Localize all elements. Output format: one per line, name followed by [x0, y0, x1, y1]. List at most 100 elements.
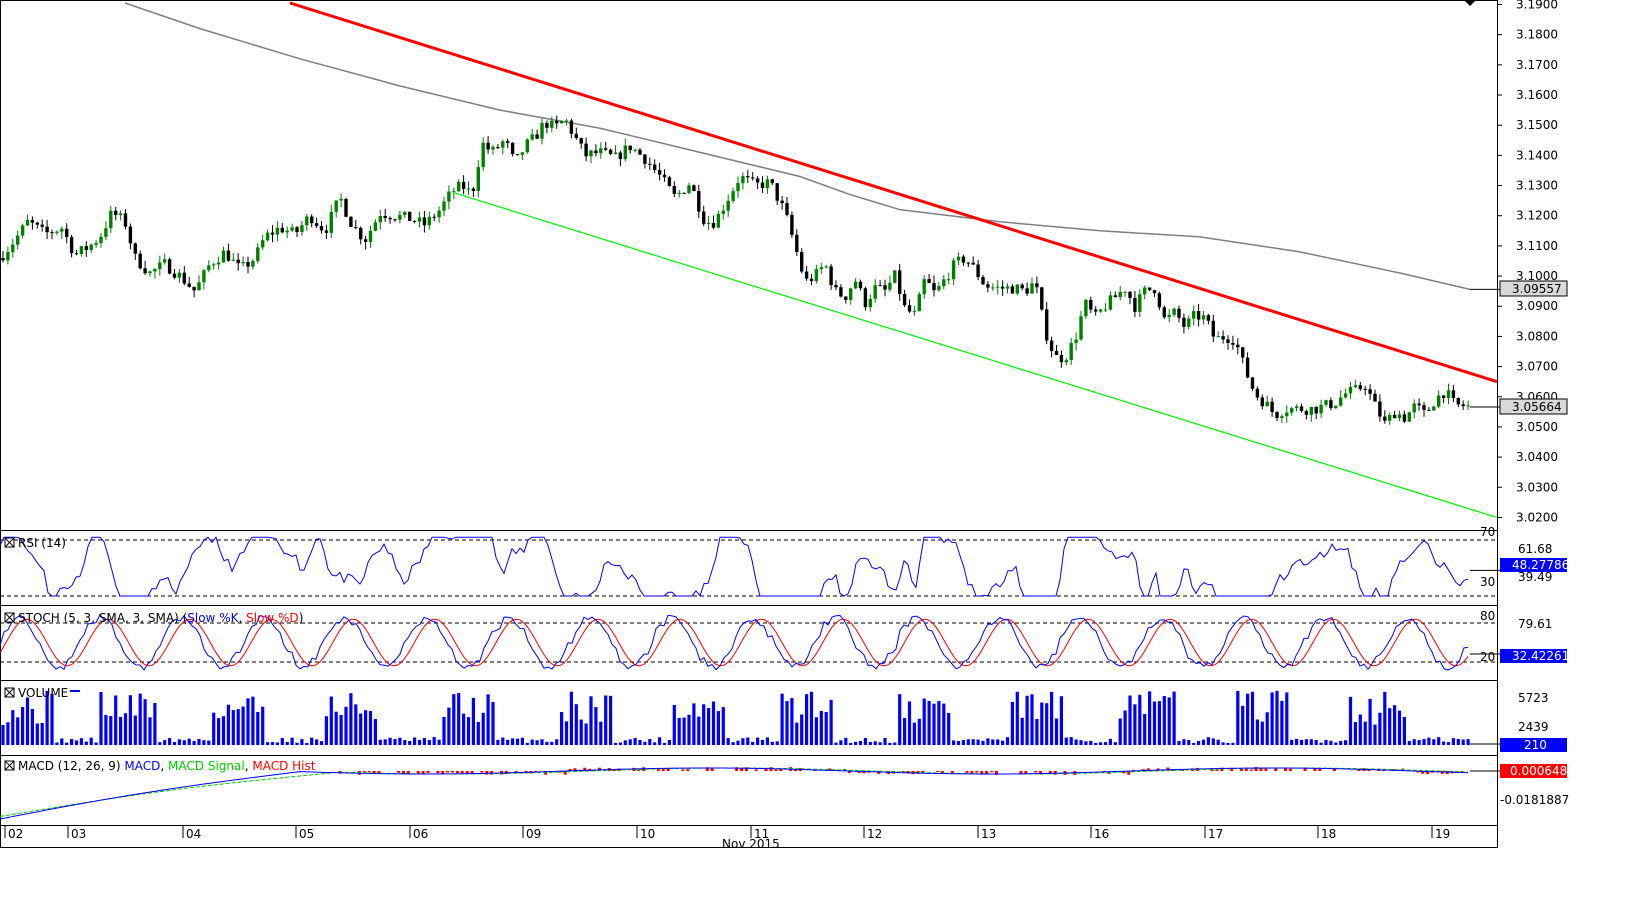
volume-bar [1314, 739, 1318, 745]
volume-bar [1094, 742, 1098, 745]
candle-body [1157, 293, 1162, 308]
volume-bar [241, 706, 245, 745]
candle-body [878, 285, 882, 287]
candle-body [359, 227, 363, 240]
volume-bar [726, 738, 730, 745]
volume-title: VOLUME [18, 686, 68, 700]
candle-body [476, 167, 480, 191]
volume-bar [907, 701, 912, 745]
candle-body [187, 283, 191, 287]
volume-bar [535, 740, 539, 745]
candle-body [422, 217, 427, 226]
volume-bar [236, 709, 240, 745]
candle-body [1407, 412, 1411, 422]
volume-bar [736, 740, 740, 745]
candle-body [305, 216, 309, 226]
price-tick-label: 3.1000 [1516, 269, 1558, 283]
candle-body [388, 217, 392, 220]
price-tick-label: 3.0300 [1516, 480, 1558, 494]
candle-body [114, 210, 118, 216]
candle-body [442, 201, 446, 211]
candle-body [1049, 340, 1054, 351]
candle-body [1005, 286, 1010, 289]
volume-bar [1167, 697, 1171, 745]
volume-bar [1143, 713, 1147, 745]
candle-body [212, 264, 216, 266]
volume-bar [618, 742, 622, 745]
candle-body [1084, 299, 1088, 317]
volume-bar [1113, 742, 1117, 745]
volume-bar [285, 741, 289, 745]
chart-scroll-marker-icon[interactable] [1464, 0, 1476, 6]
macd-histogram-bar [1264, 767, 1268, 771]
candle-body [99, 236, 103, 243]
volume-bar [182, 740, 186, 745]
volume-bar [1128, 695, 1132, 745]
candle-body [907, 305, 912, 312]
volume-bar [971, 739, 975, 745]
candle-body [858, 281, 863, 289]
volume-bar [270, 742, 275, 745]
candle-body [310, 216, 314, 224]
volume-bar [1437, 737, 1441, 745]
macd-histogram-bar [1259, 768, 1263, 771]
candle-body [633, 149, 637, 151]
candle-body [471, 188, 476, 191]
volume-bar [221, 716, 226, 745]
macd-histogram-bar [436, 771, 440, 774]
volume-bar [1407, 740, 1411, 745]
volume-bar [1084, 741, 1088, 745]
volume-bar [658, 737, 662, 745]
stoch-title: STOCH (5, 3, SMA, 3, SMA) (Slow %K, Slow… [18, 611, 303, 625]
candle-body [290, 227, 294, 231]
volume-bar [1363, 721, 1367, 745]
volume-bar [35, 723, 39, 745]
candle-body [1020, 284, 1024, 289]
volume-bar [1089, 740, 1093, 745]
macd-histogram-bar [666, 768, 670, 771]
volume-bar [863, 737, 867, 745]
x-axis: 02 03 04 05 06 09 10 11 12 13 16 17 18 19 [4, 826, 1450, 841]
candle-body [1245, 357, 1250, 378]
volume-bar [1108, 738, 1112, 745]
candle-body [417, 217, 422, 222]
candle-body [45, 226, 49, 233]
macd-line [0, 767, 1469, 820]
volume-bar [667, 740, 671, 745]
ma-price-tag [1499, 280, 1568, 297]
volume-bar [378, 739, 382, 745]
candle-body [1045, 309, 1049, 341]
volume-bar [1265, 712, 1269, 745]
volume-bar [643, 741, 647, 745]
candle-body [550, 120, 554, 128]
volume-bar [1103, 742, 1108, 745]
volume-bar [202, 740, 206, 745]
macd-histogram-bar [406, 771, 410, 775]
x-tick-label: 11 [754, 827, 769, 841]
candle-body [55, 231, 59, 233]
volume-bar [310, 737, 314, 745]
candle-body [520, 152, 525, 155]
volume-bar [1010, 701, 1014, 745]
candle-body [506, 141, 510, 143]
volume-bar [785, 701, 789, 745]
candle-body [261, 240, 265, 248]
candle-body [1182, 317, 1186, 327]
volume-bar [1432, 739, 1436, 745]
candle-body [1089, 299, 1093, 310]
candle-body [711, 222, 716, 228]
candle-body [608, 149, 613, 154]
volume-bar [1368, 698, 1372, 745]
candle-body [1466, 405, 1470, 407]
price-tick-label: 3.0400 [1516, 450, 1558, 464]
candle-body [1236, 344, 1240, 348]
macd-legend: MACD (12, 26, 9) MACD, MACD Signal, MACD… [4, 759, 316, 773]
macd-histogram-bar [710, 768, 714, 771]
volume-bar [1427, 737, 1431, 745]
volume-bar [300, 739, 304, 745]
volume-bar [212, 712, 216, 745]
candle-body [349, 216, 353, 228]
candle-body [172, 273, 177, 278]
volume-bar [315, 739, 319, 745]
